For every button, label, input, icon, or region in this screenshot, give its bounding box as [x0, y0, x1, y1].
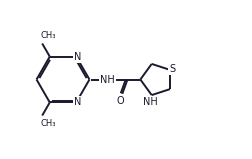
Text: S: S — [169, 64, 175, 74]
Text: O: O — [117, 96, 124, 106]
Text: N: N — [74, 97, 81, 107]
Text: CH₃: CH₃ — [41, 118, 56, 128]
Text: N: N — [74, 52, 81, 62]
Text: CH₃: CH₃ — [41, 31, 56, 41]
Text: NH: NH — [143, 97, 158, 107]
Text: NH: NH — [100, 75, 115, 84]
